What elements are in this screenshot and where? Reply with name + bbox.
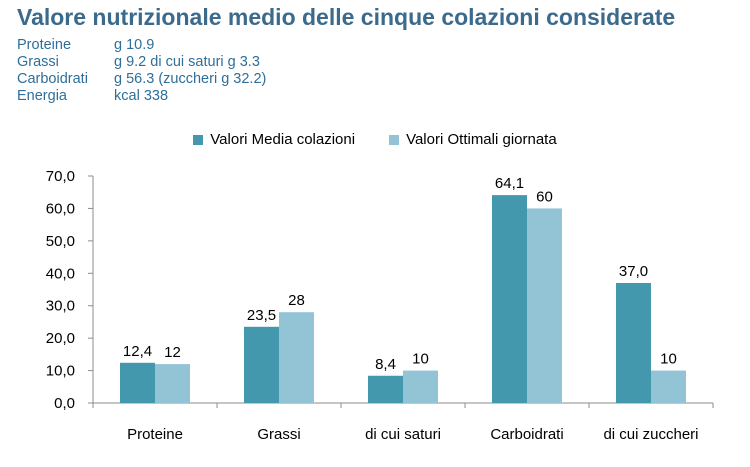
page-title: Valore nutrizionale medio delle cinque c… bbox=[17, 4, 676, 30]
legend-swatch-media bbox=[193, 134, 204, 145]
data-label: 12 bbox=[164, 344, 181, 361]
data-label: 28 bbox=[288, 292, 305, 309]
stat-row-proteine: Proteine g 10.9 bbox=[17, 37, 266, 54]
data-label: 8,4 bbox=[375, 356, 396, 373]
category-label: Carboidrati bbox=[490, 426, 563, 443]
stat-row-carboidrati: Carboidrati g 56.3 (zuccheri g 32.2) bbox=[17, 71, 266, 88]
stat-label: Carboidrati bbox=[17, 71, 88, 87]
y-tick-label: 60,0 bbox=[46, 200, 75, 217]
data-label: 64,1 bbox=[495, 175, 524, 192]
y-tick-label: 0,0 bbox=[54, 395, 75, 412]
y-tick-label: 10,0 bbox=[46, 363, 75, 380]
data-label: 37,0 bbox=[619, 263, 648, 280]
data-label: 12,4 bbox=[123, 343, 152, 360]
nutrition-stats: Proteine g 10.9 Grassi g 9.2 di cui satu… bbox=[17, 37, 266, 105]
stat-value: kcal 338 bbox=[114, 88, 169, 104]
stat-row-energia: Energia kcal 338 bbox=[17, 88, 266, 105]
bar-ottimali bbox=[279, 312, 314, 403]
bar-media bbox=[616, 283, 651, 403]
stat-label: Energia bbox=[17, 88, 67, 104]
legend-item-media: Valori Media colazioni bbox=[193, 131, 355, 148]
data-label: 60 bbox=[536, 188, 553, 205]
stat-value: g 10.9 bbox=[114, 37, 155, 53]
legend-item-ottimali: Valori Ottimali giornata bbox=[389, 131, 557, 148]
stat-label: Grassi bbox=[17, 54, 59, 70]
stat-value: g 56.3 (zuccheri g 32.2) bbox=[114, 71, 267, 87]
category-label: Grassi bbox=[257, 426, 300, 443]
data-label: 23,5 bbox=[247, 307, 276, 324]
bar-media bbox=[368, 375, 403, 403]
y-tick-label: 70,0 bbox=[46, 168, 75, 185]
category-label: Proteine bbox=[127, 426, 183, 443]
data-label: 10 bbox=[660, 351, 677, 368]
bar-ottimali bbox=[155, 364, 190, 403]
stat-value: g 9.2 di cui saturi g 3.3 bbox=[114, 54, 260, 70]
bar-ottimali bbox=[651, 370, 686, 403]
category-label: di cui saturi bbox=[365, 426, 441, 443]
y-tick-label: 40,0 bbox=[46, 265, 75, 282]
bar-ottimali bbox=[403, 370, 438, 403]
bar-media bbox=[120, 362, 155, 403]
chart-legend: Valori Media colazioni Valori Ottimali g… bbox=[0, 131, 750, 148]
legend-label-ottimali: Valori Ottimali giornata bbox=[406, 131, 557, 148]
category-label: di cui zuccheri bbox=[603, 426, 698, 443]
legend-swatch-ottimali bbox=[389, 134, 400, 145]
stat-row-grassi: Grassi g 9.2 di cui saturi g 3.3 bbox=[17, 54, 266, 71]
data-label: 10 bbox=[412, 351, 429, 368]
y-tick-label: 20,0 bbox=[46, 330, 75, 347]
bar-media bbox=[492, 195, 527, 403]
y-tick-label: 30,0 bbox=[46, 298, 75, 315]
y-tick-label: 50,0 bbox=[46, 233, 75, 250]
stat-label: Proteine bbox=[17, 37, 72, 53]
bar-ottimali bbox=[527, 208, 562, 403]
legend-label-media: Valori Media colazioni bbox=[210, 131, 356, 148]
bar-media bbox=[244, 326, 279, 403]
